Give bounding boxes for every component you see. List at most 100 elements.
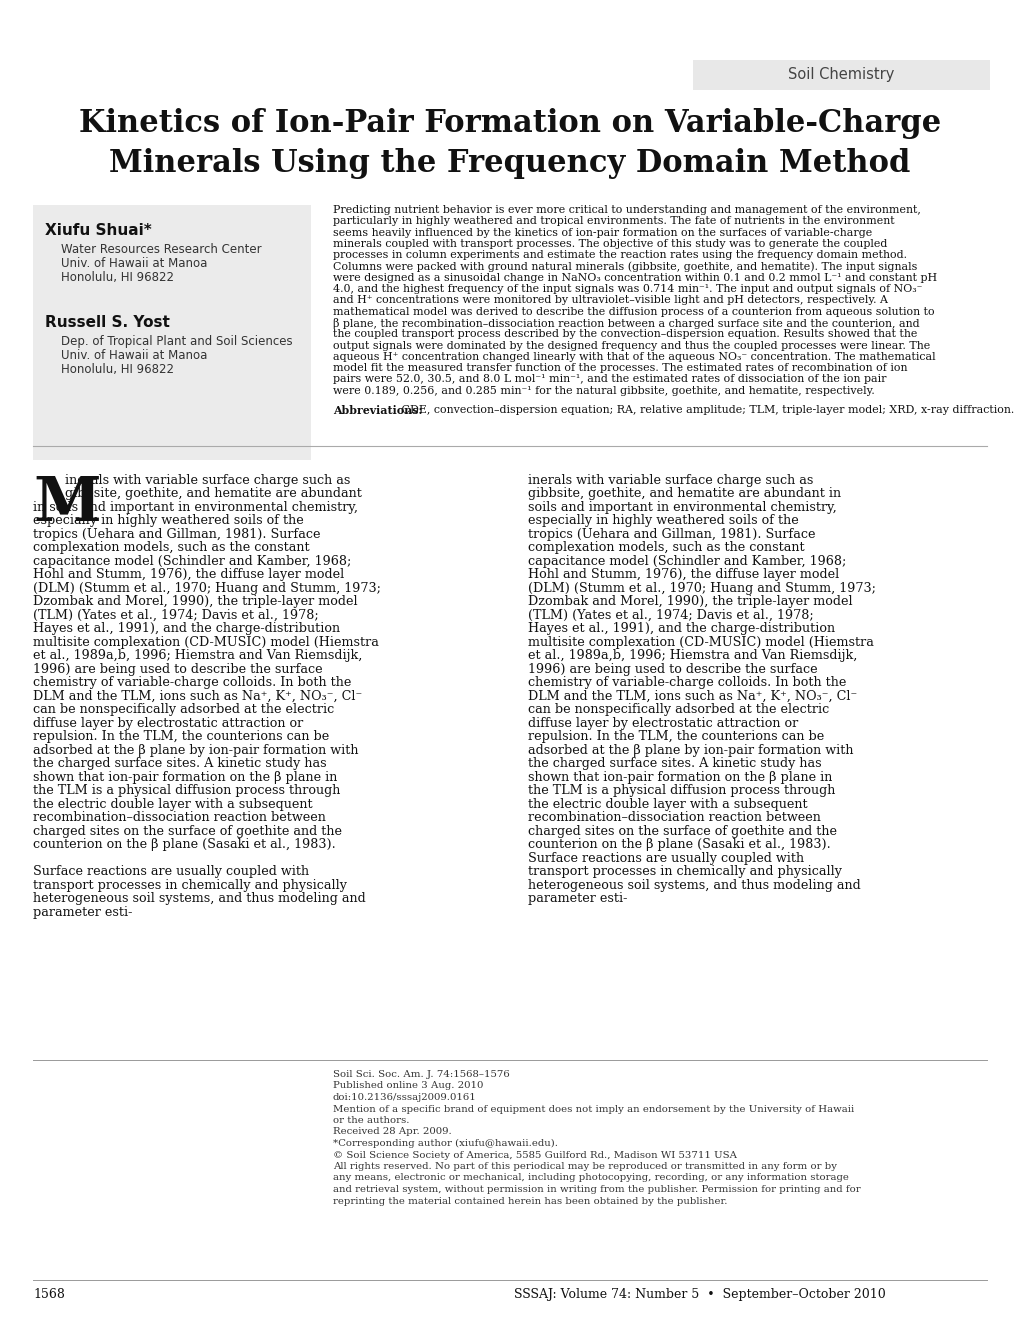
Text: reprinting the material contained herein has been obtained by the publisher.: reprinting the material contained herein… bbox=[332, 1196, 727, 1205]
Text: shown that ion-pair formation on the β plane in: shown that ion-pair formation on the β p… bbox=[33, 771, 337, 784]
Text: Honolulu, HI 96822: Honolulu, HI 96822 bbox=[61, 271, 174, 284]
Text: Honolulu, HI 96822: Honolulu, HI 96822 bbox=[61, 363, 174, 376]
Text: et al., 1989a,b, 1996; Hiemstra and Van Riemsdijk,: et al., 1989a,b, 1996; Hiemstra and Van … bbox=[33, 649, 362, 663]
Text: inerals with variable surface charge such as: inerals with variable surface charge suc… bbox=[528, 474, 812, 487]
Text: adsorbed at the β plane by ion-pair formation with: adsorbed at the β plane by ion-pair form… bbox=[528, 743, 853, 756]
Text: or the authors.: or the authors. bbox=[332, 1115, 409, 1125]
Text: SSSAJ: Volume 74: Number 5  •  September–October 2010: SSSAJ: Volume 74: Number 5 • September–O… bbox=[514, 1288, 886, 1302]
Text: 1568: 1568 bbox=[33, 1288, 65, 1302]
Text: Univ. of Hawaii at Manoa: Univ. of Hawaii at Manoa bbox=[61, 348, 207, 362]
Text: parameter esti-: parameter esti- bbox=[33, 906, 132, 919]
Text: Dzombak and Morel, 1990), the triple-layer model: Dzombak and Morel, 1990), the triple-lay… bbox=[528, 595, 852, 609]
Text: CDE, convection–dispersion equation; RA, relative amplitude; TLM, triple-layer m: CDE, convection–dispersion equation; RA,… bbox=[397, 405, 1013, 414]
Text: chemistry of variable-charge colloids. In both the: chemistry of variable-charge colloids. I… bbox=[528, 676, 846, 689]
Text: Soil Chemistry: Soil Chemistry bbox=[788, 67, 894, 82]
Text: 4.0, and the highest frequency of the input signals was 0.714 min⁻¹. The input a: 4.0, and the highest frequency of the in… bbox=[332, 284, 921, 294]
Text: Surface reactions are usually coupled with: Surface reactions are usually coupled wi… bbox=[33, 865, 309, 878]
Text: and retrieval system, without permission in writing from the publisher. Permissi: and retrieval system, without permission… bbox=[332, 1185, 860, 1195]
Text: model fit the measured transfer function of the processes. The estimated rates o: model fit the measured transfer function… bbox=[332, 363, 907, 374]
Text: Water Resources Research Center: Water Resources Research Center bbox=[61, 243, 261, 256]
Text: can be nonspecifically adsorbed at the electric: can be nonspecifically adsorbed at the e… bbox=[528, 704, 828, 717]
Text: capacitance model (Schindler and Kamber, 1968;: capacitance model (Schindler and Kamber,… bbox=[528, 554, 846, 568]
Text: the coupled transport process described by the convection–dispersion equation. R: the coupled transport process described … bbox=[332, 329, 916, 339]
Text: Published online 3 Aug. 2010: Published online 3 Aug. 2010 bbox=[332, 1081, 483, 1090]
Text: Hohl and Stumm, 1976), the diffuse layer model: Hohl and Stumm, 1976), the diffuse layer… bbox=[33, 568, 344, 581]
Text: recombination–dissociation reaction between: recombination–dissociation reaction betw… bbox=[33, 812, 325, 824]
Text: gibbsite, goethite, and hematite are abundant: gibbsite, goethite, and hematite are abu… bbox=[65, 487, 362, 500]
Text: *Corresponding author (xiufu@hawaii.edu).: *Corresponding author (xiufu@hawaii.edu)… bbox=[332, 1139, 557, 1148]
Text: Minerals Using the Frequency Domain Method: Minerals Using the Frequency Domain Meth… bbox=[109, 148, 910, 180]
Text: (TLM) (Yates et al., 1974; Davis et al., 1978;: (TLM) (Yates et al., 1974; Davis et al.,… bbox=[528, 609, 813, 622]
Text: et al., 1989a,b, 1996; Hiemstra and Van Riemsdijk,: et al., 1989a,b, 1996; Hiemstra and Van … bbox=[528, 649, 857, 663]
Text: charged sites on the surface of goethite and the: charged sites on the surface of goethite… bbox=[33, 825, 341, 838]
Text: and H⁺ concentrations were monitored by ultraviolet–visible light and pH detecto: and H⁺ concentrations were monitored by … bbox=[332, 296, 888, 305]
Text: can be nonspecifically adsorbed at the electric: can be nonspecifically adsorbed at the e… bbox=[33, 704, 334, 717]
Text: Predicting nutrient behavior is ever more critical to understanding and manageme: Predicting nutrient behavior is ever mor… bbox=[332, 205, 920, 215]
Text: Xiufu Shuai*: Xiufu Shuai* bbox=[45, 223, 152, 238]
Text: Abbreviations:: Abbreviations: bbox=[332, 405, 422, 416]
Text: doi:10.2136/sssaj2009.0161: doi:10.2136/sssaj2009.0161 bbox=[332, 1093, 476, 1102]
Text: Dzombak and Morel, 1990), the triple-layer model: Dzombak and Morel, 1990), the triple-lay… bbox=[33, 595, 358, 609]
Text: complexation models, such as the constant: complexation models, such as the constan… bbox=[33, 541, 310, 554]
Text: counterion on the β plane (Sasaki et al., 1983).: counterion on the β plane (Sasaki et al.… bbox=[528, 838, 829, 851]
Text: soils and important in environmental chemistry,: soils and important in environmental che… bbox=[528, 500, 836, 513]
Text: processes in column experiments and estimate the reaction rates using the freque: processes in column experiments and esti… bbox=[332, 251, 906, 260]
Text: Surface reactions are usually coupled with: Surface reactions are usually coupled wi… bbox=[528, 851, 803, 865]
Text: All rights reserved. No part of this periodical may be reproduced or transmitted: All rights reserved. No part of this per… bbox=[332, 1162, 837, 1171]
Text: Hayes et al., 1991), and the charge-distribution: Hayes et al., 1991), and the charge-dist… bbox=[33, 622, 339, 635]
Text: transport processes in chemically and physically: transport processes in chemically and ph… bbox=[528, 865, 841, 878]
Text: the charged surface sites. A kinetic study has: the charged surface sites. A kinetic stu… bbox=[33, 758, 326, 770]
Text: tropics (Uehara and Gillman, 1981). Surface: tropics (Uehara and Gillman, 1981). Surf… bbox=[33, 528, 320, 541]
Text: Kinetics of Ion-Pair Formation on Variable-Charge: Kinetics of Ion-Pair Formation on Variab… bbox=[78, 108, 941, 139]
Text: seems heavily influenced by the kinetics of ion-pair formation on the surfaces o: seems heavily influenced by the kinetics… bbox=[332, 227, 871, 238]
Text: counterion on the β plane (Sasaki et al., 1983).: counterion on the β plane (Sasaki et al.… bbox=[33, 838, 335, 851]
Text: DLM and the TLM, ions such as Na⁺, K⁺, NO₃⁻, Cl⁻: DLM and the TLM, ions such as Na⁺, K⁺, N… bbox=[33, 689, 362, 702]
Text: Dep. of Tropical Plant and Soil Sciences: Dep. of Tropical Plant and Soil Sciences bbox=[61, 335, 292, 348]
Text: minerals coupled with transport processes. The objective of this study was to ge: minerals coupled with transport processe… bbox=[332, 239, 887, 249]
Text: DLM and the TLM, ions such as Na⁺, K⁺, NO₃⁻, Cl⁻: DLM and the TLM, ions such as Na⁺, K⁺, N… bbox=[528, 689, 856, 702]
Text: (DLM) (Stumm et al., 1970; Huang and Stumm, 1973;: (DLM) (Stumm et al., 1970; Huang and Stu… bbox=[33, 582, 380, 595]
Text: charged sites on the surface of goethite and the: charged sites on the surface of goethite… bbox=[528, 825, 837, 838]
Text: heterogeneous soil systems, and thus modeling and: heterogeneous soil systems, and thus mod… bbox=[33, 892, 366, 906]
Bar bbox=[692, 59, 989, 90]
Text: M: M bbox=[33, 474, 101, 533]
Text: shown that ion-pair formation on the β plane in: shown that ion-pair formation on the β p… bbox=[528, 771, 832, 784]
Text: especially in highly weathered soils of the: especially in highly weathered soils of … bbox=[528, 515, 798, 527]
Text: pairs were 52.0, 30.5, and 8.0 L mol⁻¹ min⁻¹, and the estimated rates of dissoci: pairs were 52.0, 30.5, and 8.0 L mol⁻¹ m… bbox=[332, 375, 886, 384]
Text: 1996) are being used to describe the surface: 1996) are being used to describe the sur… bbox=[528, 663, 817, 676]
Text: parameter esti-: parameter esti- bbox=[528, 892, 627, 906]
Text: repulsion. In the TLM, the counterions can be: repulsion. In the TLM, the counterions c… bbox=[528, 730, 823, 743]
Text: capacitance model (Schindler and Kamber, 1968;: capacitance model (Schindler and Kamber,… bbox=[33, 554, 351, 568]
Text: β plane, the recombination–dissociation reaction between a charged surface site : β plane, the recombination–dissociation … bbox=[332, 318, 919, 329]
Text: adsorbed at the β plane by ion-pair formation with: adsorbed at the β plane by ion-pair form… bbox=[33, 743, 358, 756]
Text: were 0.189, 0.256, and 0.285 min⁻¹ for the natural gibbsite, goethite, and hemat: were 0.189, 0.256, and 0.285 min⁻¹ for t… bbox=[332, 385, 874, 396]
Text: Univ. of Hawaii at Manoa: Univ. of Hawaii at Manoa bbox=[61, 257, 207, 271]
Text: Soil Sci. Soc. Am. J. 74:1568–1576: Soil Sci. Soc. Am. J. 74:1568–1576 bbox=[332, 1071, 510, 1078]
Text: transport processes in chemically and physically: transport processes in chemically and ph… bbox=[33, 879, 346, 892]
Text: particularly in highly weathered and tropical environments. The fate of nutrient: particularly in highly weathered and tro… bbox=[332, 216, 894, 226]
Text: Hayes et al., 1991), and the charge-distribution: Hayes et al., 1991), and the charge-dist… bbox=[528, 622, 835, 635]
Bar bbox=[33, 205, 311, 459]
Text: (TLM) (Yates et al., 1974; Davis et al., 1978;: (TLM) (Yates et al., 1974; Davis et al.,… bbox=[33, 609, 318, 622]
Text: 1996) are being used to describe the surface: 1996) are being used to describe the sur… bbox=[33, 663, 322, 676]
Text: multisite complexation (CD-MUSIC) model (Hiemstra: multisite complexation (CD-MUSIC) model … bbox=[528, 636, 873, 648]
Text: complexation models, such as the constant: complexation models, such as the constan… bbox=[528, 541, 804, 554]
Text: aqueous H⁺ concentration changed linearly with that of the aqueous NO₃⁻ concentr: aqueous H⁺ concentration changed linearl… bbox=[332, 352, 934, 362]
Text: repulsion. In the TLM, the counterions can be: repulsion. In the TLM, the counterions c… bbox=[33, 730, 329, 743]
Text: the electric double layer with a subsequent: the electric double layer with a subsequ… bbox=[528, 797, 807, 810]
Text: chemistry of variable-charge colloids. In both the: chemistry of variable-charge colloids. I… bbox=[33, 676, 351, 689]
Text: Columns were packed with ground natural minerals (gibbsite, goethite, and hemati: Columns were packed with ground natural … bbox=[332, 261, 916, 272]
Text: diffuse layer by electrostatic attraction or: diffuse layer by electrostatic attractio… bbox=[33, 717, 303, 730]
Text: © Soil Science Society of America, 5585 Guilford Rd., Madison WI 53711 USA: © Soil Science Society of America, 5585 … bbox=[332, 1151, 737, 1159]
Text: inerals with variable surface charge such as: inerals with variable surface charge suc… bbox=[65, 474, 351, 487]
Text: the TLM is a physical diffusion process through: the TLM is a physical diffusion process … bbox=[33, 784, 340, 797]
Text: the TLM is a physical diffusion process through: the TLM is a physical diffusion process … bbox=[528, 784, 835, 797]
Text: output signals were dominated by the designed frequency and thus the coupled pro: output signals were dominated by the des… bbox=[332, 341, 929, 351]
Text: the electric double layer with a subsequent: the electric double layer with a subsequ… bbox=[33, 797, 312, 810]
Text: heterogeneous soil systems, and thus modeling and: heterogeneous soil systems, and thus mod… bbox=[528, 879, 860, 892]
Text: were designed as a sinusoidal change in NaNO₃ concentration within 0.1 and 0.2 m: were designed as a sinusoidal change in … bbox=[332, 273, 936, 282]
Text: Hohl and Stumm, 1976), the diffuse layer model: Hohl and Stumm, 1976), the diffuse layer… bbox=[528, 568, 839, 581]
Text: in soils and important in environmental chemistry,: in soils and important in environmental … bbox=[33, 500, 358, 513]
Text: recombination–dissociation reaction between: recombination–dissociation reaction betw… bbox=[528, 812, 820, 824]
Text: Received 28 Apr. 2009.: Received 28 Apr. 2009. bbox=[332, 1127, 451, 1137]
